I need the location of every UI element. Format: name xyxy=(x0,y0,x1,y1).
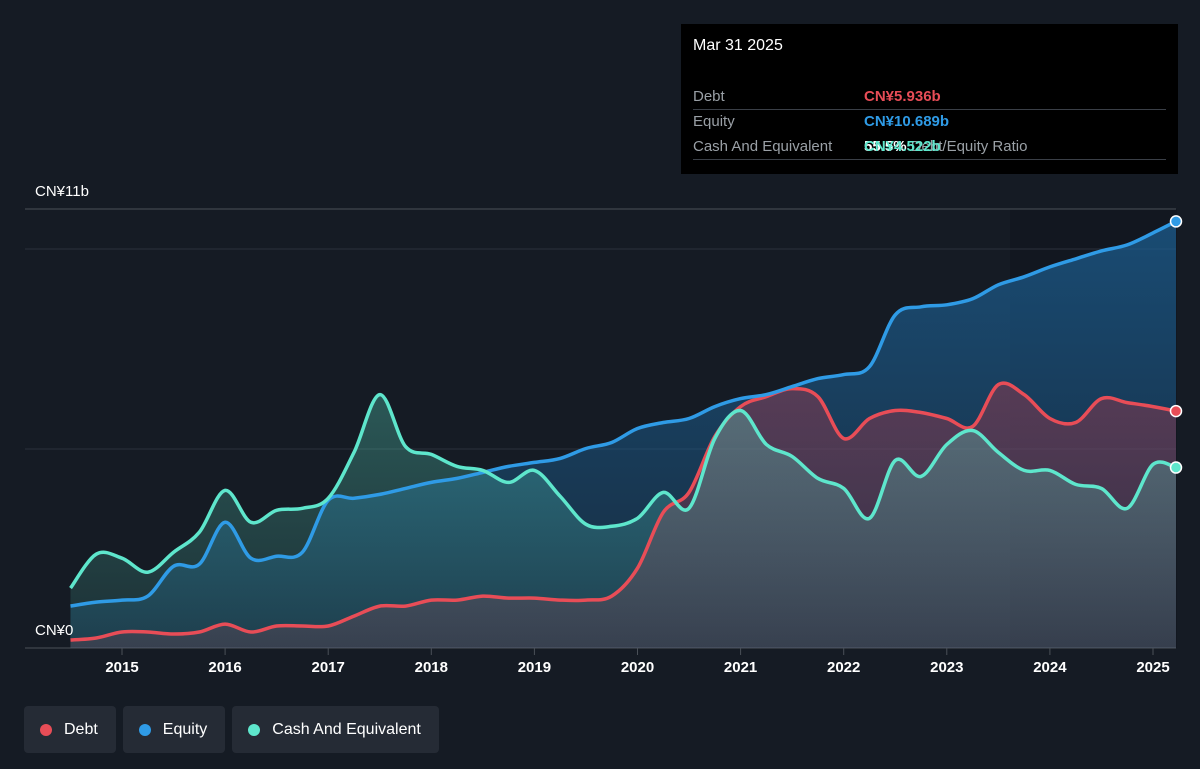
debt-line xyxy=(70,381,1177,642)
tooltip-ratio: 55.5% Debt/Equity Ratio xyxy=(864,138,1027,155)
tooltip-debt-value: CN¥5.936b xyxy=(864,88,941,105)
series-lines xyxy=(69,219,1177,642)
x-tick-label: 2025 xyxy=(1136,659,1169,676)
x-tick-label: 2017 xyxy=(312,659,345,676)
x-axis-ticks: 2015 2016 2017 2018 2019 2020 2021 2022 2023 2024… xyxy=(105,648,1170,676)
tooltip-date: Mar 31 2025 xyxy=(693,37,783,54)
tooltip-row-debt: Debt CN¥5.936b xyxy=(693,84,1166,110)
series-end-markers xyxy=(1169,215,1183,474)
legend-equity-label: Equity xyxy=(162,720,208,738)
tooltip-equity-value: CN¥10.689b xyxy=(864,113,950,130)
y-axis-top-label: CN¥11b xyxy=(35,183,89,200)
legend-cash-label: Cash And Equivalent xyxy=(272,720,421,738)
x-tick-label: 2015 xyxy=(105,659,138,676)
cash-line xyxy=(69,392,1177,590)
x-tick-label: 2021 xyxy=(724,659,757,676)
equity-end-point[interactable] xyxy=(1169,215,1183,228)
x-tick-label: 2018 xyxy=(415,659,448,676)
equity-line xyxy=(70,219,1177,608)
x-tick-label: 2023 xyxy=(930,659,963,676)
x-tick-label: 2022 xyxy=(827,659,860,676)
x-tick-label: 2019 xyxy=(518,659,551,676)
cash-dot-icon xyxy=(248,723,261,736)
tooltip-ratio-label: Debt/Equity Ratio xyxy=(910,138,1028,155)
tooltip-debt-label: Debt xyxy=(693,88,725,105)
cash-end-point[interactable] xyxy=(1169,461,1183,474)
legend-item-cash[interactable]: Cash And Equivalent xyxy=(232,706,439,753)
tooltip-row-cash: Cash And Equivalent CN¥4.522b xyxy=(693,134,1166,160)
x-tick-label: 2016 xyxy=(208,659,241,676)
legend-item-debt[interactable]: Debt xyxy=(24,706,116,753)
y-axis-bottom-label: CN¥0 xyxy=(35,622,74,639)
debt-end-point[interactable] xyxy=(1169,404,1183,418)
tooltip-cash-label: Cash And Equivalent xyxy=(693,138,833,155)
tooltip-ratio-value: 55.5% xyxy=(864,138,907,155)
x-tick-label: 2020 xyxy=(621,659,654,676)
debt-dot-icon xyxy=(40,723,52,736)
legend-debt-label: Debt xyxy=(64,720,98,738)
chart-legend: Debt Equity Cash And Equivalent xyxy=(24,706,439,753)
tooltip-row-equity: Equity CN¥10.689b xyxy=(693,109,1166,134)
tooltip-equity-label: Equity xyxy=(693,113,735,130)
x-tick-label: 2024 xyxy=(1033,659,1067,676)
cash-area xyxy=(70,394,1177,648)
data-tooltip: Mar 31 2025 Debt CN¥5.936b Equity CN¥10.… xyxy=(681,24,1178,174)
tooltip-cash-value: CN¥4.522b xyxy=(864,138,941,155)
series-areas xyxy=(70,221,1177,648)
legend-item-equity[interactable]: Equity xyxy=(122,706,226,753)
equity-dot-icon xyxy=(138,723,151,736)
